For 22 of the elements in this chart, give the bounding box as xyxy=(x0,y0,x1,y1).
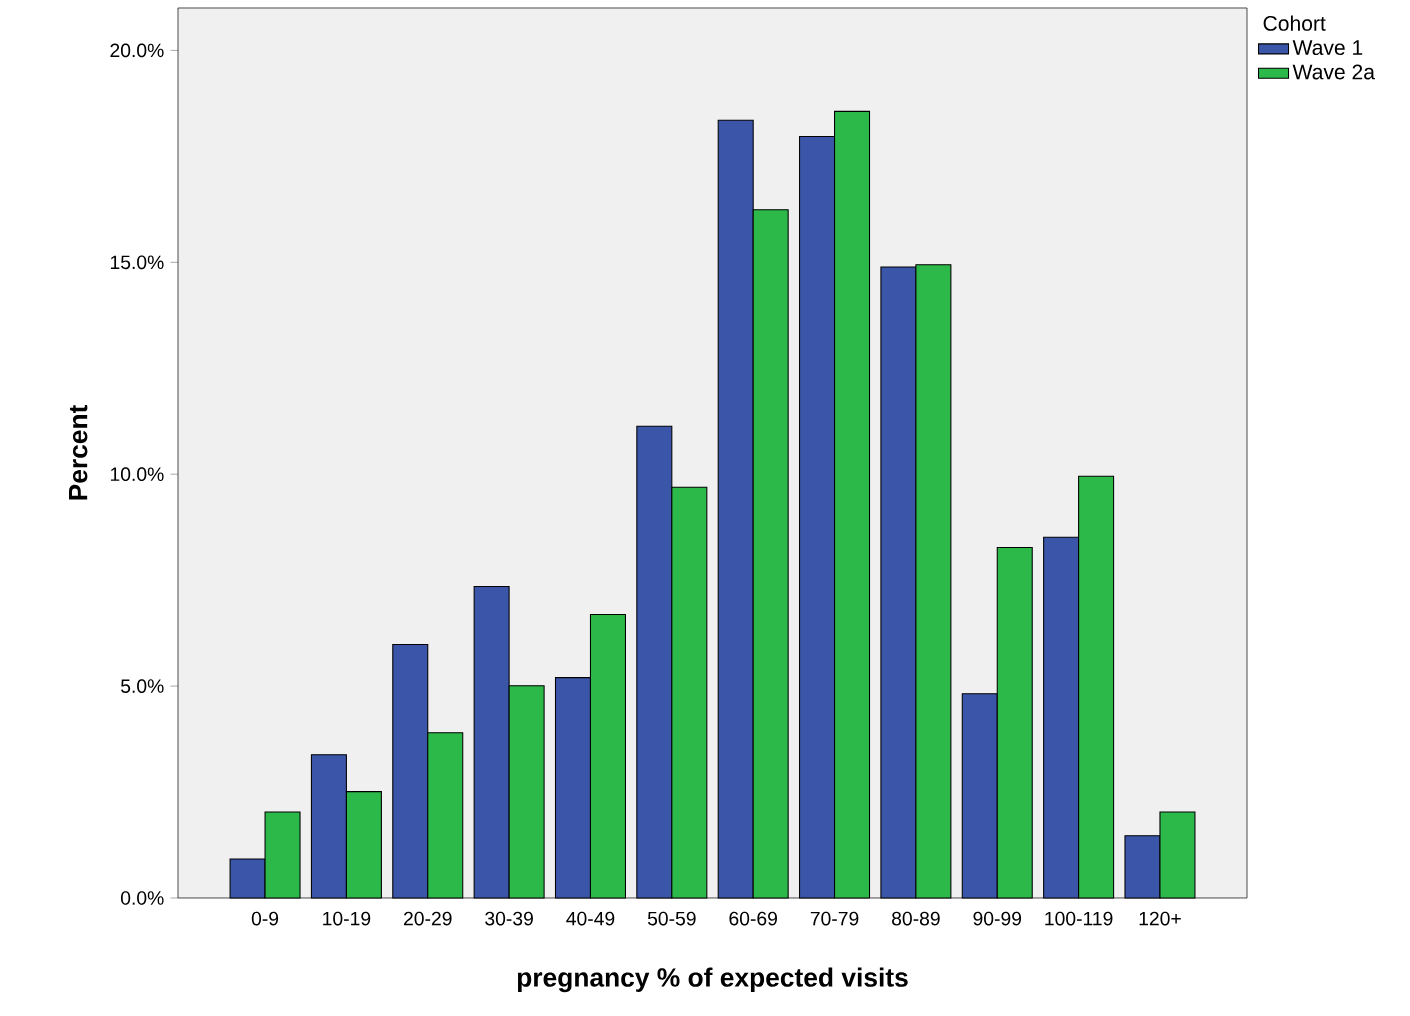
x-tick-label: 100-119 xyxy=(1045,911,1113,926)
x-tick-label: 70-79 xyxy=(810,911,859,926)
legend-title: Cohort xyxy=(1263,15,1326,31)
x-tick-label: 90-99 xyxy=(973,911,1022,926)
y-tick-label: 0.0% xyxy=(120,891,164,905)
x-tick-label: 120+ xyxy=(1139,911,1181,926)
y-axis-title: Percent xyxy=(69,404,88,500)
x-tick-label: 60-69 xyxy=(729,911,777,926)
x-tick-label: 80-89 xyxy=(892,911,940,926)
x-axis-title: pregnancy % of expected visits xyxy=(517,967,908,993)
x-tick-label: 10-19 xyxy=(323,911,371,926)
x-tick-label: 50-59 xyxy=(647,911,696,926)
x-tick-label: 20-29 xyxy=(404,911,452,926)
x-tick-label: 40-49 xyxy=(566,911,615,926)
y-tick-label: 20.0% xyxy=(110,43,164,58)
legend-label: Wave 2a xyxy=(1292,64,1375,80)
y-tick-label: 5.0% xyxy=(121,679,164,693)
y-tick-label: 15.0% xyxy=(110,255,164,270)
x-tick-label: 30-39 xyxy=(485,911,533,926)
x-tick-label: 0-9 xyxy=(251,911,279,926)
legend-label: Wave 1 xyxy=(1292,40,1363,56)
y-tick-label: 10.0% xyxy=(110,467,164,482)
